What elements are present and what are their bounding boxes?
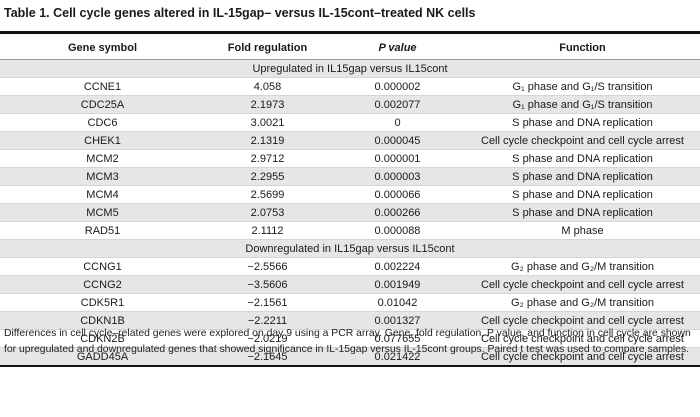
p-value-cell: 0.000045 <box>330 131 465 150</box>
fold-regulation-cell: 3.0021 <box>205 113 330 132</box>
p-value-cell: 0.000266 <box>330 203 465 222</box>
gene-symbol-cell: RAD51 <box>0 221 205 240</box>
table-row: CDC25A 2.1973 0.002077 G₁ phase and G₁/S tr… <box>0 95 700 114</box>
function-cell: S phase and DNA replication <box>465 113 700 132</box>
header-gene-symbol: Gene symbol <box>0 36 205 60</box>
gene-symbol-cell: CCNG1 <box>0 257 205 276</box>
fold-regulation-cell: 2.2955 <box>205 167 330 186</box>
p-value-cell: 0.000003 <box>330 167 465 186</box>
gene-symbol-cell: CDKN2B <box>0 329 205 348</box>
gene-symbol-cell: MCM5 <box>0 203 205 222</box>
fold-regulation-cell: 4.058 <box>205 77 330 96</box>
fold-regulation-cell: −2.1561 <box>205 293 330 312</box>
header-function: Function <box>465 36 700 60</box>
fold-regulation-cell: 2.1112 <box>205 221 330 240</box>
table-row: CDKN2B −2.0219 0.077655 Cell cycle checkpoi… <box>0 329 700 348</box>
p-value-cell: 0.000002 <box>330 77 465 96</box>
table-row: MCM3 2.2955 0.000003 S phase and DNA replic… <box>0 167 700 186</box>
fold-regulation-cell: 2.1319 <box>205 131 330 150</box>
table-title: Table 1. Cell cycle genes altered in IL-… <box>4 6 476 20</box>
table-body: Upregulated in IL15gap versus IL15cont CC… <box>0 59 700 367</box>
header-p-value: P value <box>330 36 465 60</box>
header-row: Gene symbol Fold regulation P value Func… <box>0 36 700 60</box>
p-value-cell: 0.000088 <box>330 221 465 240</box>
table-row: RAD51 2.1112 0.000088 M phase <box>0 221 700 240</box>
function-cell: S phase and DNA replication <box>465 149 700 168</box>
table-row: MCM2 2.9712 0.000001 S phase and DNA replic… <box>0 149 700 168</box>
p-value-cell: 0.077655 <box>330 329 465 348</box>
fold-regulation-cell: 2.9712 <box>205 149 330 168</box>
function-cell: G₂ phase and G₂/M transition <box>465 293 700 312</box>
cell-cycle-genes-table: Gene symbol Fold regulation P value Func… <box>0 36 700 367</box>
table-footnote: Differences in cell cycle–related genes … <box>4 328 691 355</box>
function-cell: Cell cycle checkpoint and cell cycle arr… <box>465 347 700 367</box>
table-row: CCNE1 4.058 0.000002 G₁ phase and G₁/S tran… <box>0 77 700 96</box>
p-value-cell: 0.01042 <box>330 293 465 312</box>
fold-regulation-cell: −2.1645 <box>205 347 330 367</box>
table-row: CCNG1 −2.5566 0.002224 G₂ phase and G₂/M tr… <box>0 257 700 276</box>
function-cell: S phase and DNA replication <box>465 203 700 222</box>
p-value-cell: 0.000066 <box>330 185 465 204</box>
fold-regulation-cell: 2.1973 <box>205 95 330 114</box>
p-value-cell: 0 <box>330 113 465 132</box>
gene-symbol-cell: MCM2 <box>0 149 205 168</box>
table-row: CHEK1 2.1319 0.000045 Cell cycle checkpoint… <box>0 131 700 150</box>
fold-regulation-cell: −2.5566 <box>205 257 330 276</box>
section-header-row: Upregulated in IL15gap versus IL15cont <box>0 59 700 78</box>
gene-symbol-cell: CCNG2 <box>0 275 205 294</box>
gene-symbol-cell: MCM4 <box>0 185 205 204</box>
fold-regulation-cell: −2.2211 <box>205 311 330 330</box>
gene-symbol-cell: CDK5R1 <box>0 293 205 312</box>
p-value-cell: 0.001327 <box>330 311 465 330</box>
function-cell: Cell cycle checkpoint and cell cycle arr… <box>465 311 700 330</box>
function-cell: G₁ phase and G₁/S transition <box>465 77 700 96</box>
gene-symbol-cell: CCNE1 <box>0 77 205 96</box>
table-row: MCM4 2.5699 0.000066 S phase and DNA replic… <box>0 185 700 204</box>
function-cell: S phase and DNA replication <box>465 185 700 204</box>
function-cell: S phase and DNA replication <box>465 167 700 186</box>
function-cell: G₂ phase and G₂/M transition <box>465 257 700 276</box>
table-row: CDKN1B −2.2211 0.001327 Cell cycle checkpoi… <box>0 311 700 330</box>
fold-regulation-cell: 2.0753 <box>205 203 330 222</box>
gene-symbol-cell: MCM3 <box>0 167 205 186</box>
gene-symbol-cell: CDC6 <box>0 113 205 132</box>
table-row: GADD45A −2.1645 0.021422 Cell cycle checkpo… <box>0 347 700 367</box>
table-row: CDK5R1 −2.1561 0.01042 G₂ phase and G₂/M tr… <box>0 293 700 312</box>
table-row: CDC6 3.0021 0 S phase and DNA replication <box>0 113 700 132</box>
function-cell: Cell cycle checkpoint and cell cycle arr… <box>465 329 700 348</box>
gene-symbol-cell: CDKN1B <box>0 311 205 330</box>
section-header-row: Downregulated in IL15gap versus IL15cont <box>0 239 700 258</box>
function-cell: Cell cycle checkpoint and cell cycle arr… <box>465 131 700 150</box>
section-label: Upregulated in IL15gap versus IL15cont <box>0 59 700 78</box>
gene-symbol-cell: CHEK1 <box>0 131 205 150</box>
p-value-cell: 0.002224 <box>330 257 465 276</box>
fold-regulation-cell: 2.5699 <box>205 185 330 204</box>
p-value-cell: 0.002077 <box>330 95 465 114</box>
p-value-cell: 0.000001 <box>330 149 465 168</box>
function-cell: Cell cycle checkpoint and cell cycle arr… <box>465 275 700 294</box>
table-row: MCM5 2.0753 0.000266 S phase and DNA replic… <box>0 203 700 222</box>
p-value-cell: 0.021422 <box>330 347 465 367</box>
function-cell: M phase <box>465 221 700 240</box>
p-value-cell: 0.001949 <box>330 275 465 294</box>
gene-symbol-cell: GADD45A <box>0 347 205 367</box>
function-cell: G₁ phase and G₁/S transition <box>465 95 700 114</box>
top-rule <box>0 31 700 34</box>
table-row: CCNG2 −3.5606 0.001949 Cell cycle checkpoin… <box>0 275 700 294</box>
header-fold-regulation: Fold regulation <box>205 36 330 60</box>
section-label: Downregulated in IL15gap versus IL15cont <box>0 239 700 258</box>
fold-regulation-cell: −3.5606 <box>205 275 330 294</box>
fold-regulation-cell: −2.0219 <box>205 329 330 348</box>
gene-symbol-cell: CDC25A <box>0 95 205 114</box>
